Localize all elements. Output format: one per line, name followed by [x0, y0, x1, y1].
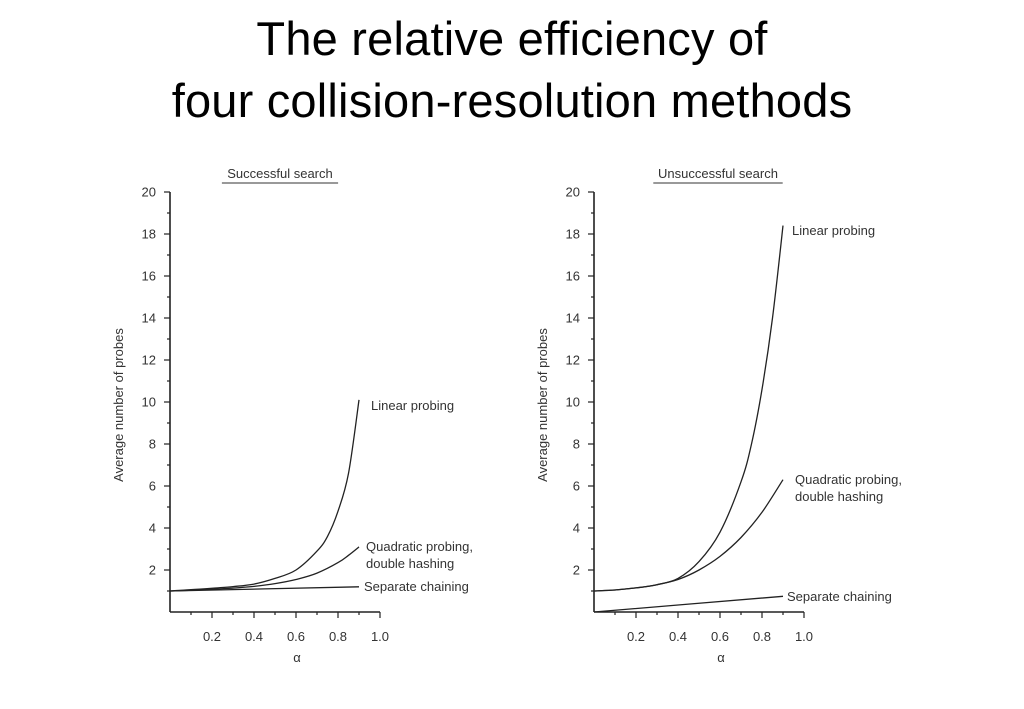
series-label-separate-chaining: Separate chaining: [364, 579, 469, 594]
series-line-quadratic-probing-double-hashing: [169, 546, 360, 592]
y-tick-label: 16: [142, 269, 156, 284]
slide-title-line-1: The relative efficiency of: [256, 12, 768, 65]
chart-successful-search: Successful search 2 4 6 8 10 12 14 16 18 20 0.2 0.4 0…: [111, 166, 473, 665]
y-tick-label: 2: [573, 563, 580, 578]
series-label-linear-probing: Linear probing: [792, 223, 875, 238]
slide-title-line-2: four collision-resolution methods: [171, 74, 853, 127]
slide-title: The relative efficiency of four collisio…: [0, 8, 1024, 132]
x-tick-label: 0.4: [245, 629, 263, 644]
y-tick-label: 14: [142, 311, 156, 326]
y-tick-label: 4: [573, 521, 580, 536]
series-label-separate-chaining: Separate chaining: [787, 589, 892, 604]
y-tick-label: 16: [566, 269, 580, 284]
series-label-line: Quadratic probing,: [366, 539, 473, 554]
y-tick-label: 20: [566, 185, 580, 200]
y-tick-label: 2: [149, 563, 156, 578]
y-tick-label: 12: [142, 353, 156, 368]
y-tick-label: 12: [566, 353, 580, 368]
x-tick-label: 0.6: [711, 629, 729, 644]
chart-unsuccessful-search: Unsuccessful search 2 4 6 8 10 12 14 16 18 20 0.2 0.…: [535, 166, 902, 665]
series-label-quadratic-probing-double-hashing: Quadratic probing, double hashing: [795, 472, 902, 504]
x-tick-label: 1.0: [371, 629, 389, 644]
x-tick-label: 0.8: [753, 629, 771, 644]
series-label-line: Separate chaining: [364, 579, 469, 594]
series-label-quadratic-probing-double-hashing: Quadratic probing, double hashing: [366, 539, 473, 571]
series-label-linear-probing: Linear probing: [371, 398, 454, 413]
series-line-separate-chaining: [169, 586, 360, 592]
series-label-line: double hashing: [795, 489, 883, 504]
y-tick-label: 20: [142, 185, 156, 200]
series-line-quadratic-probing-double-hashing: [593, 479, 784, 592]
x-axis-title: α: [717, 650, 725, 665]
y-tick-label: 6: [573, 479, 580, 494]
x-tick-label: 0.2: [627, 629, 645, 644]
y-tick-label: 14: [566, 311, 580, 326]
x-tick-label: 1.0: [795, 629, 813, 644]
series-label-line: Quadratic probing,: [795, 472, 902, 487]
series-line-linear-probing: [169, 399, 360, 592]
y-tick-label: 6: [149, 479, 156, 494]
y-tick-label: 10: [566, 395, 580, 410]
y-axis-title: Average number of probes: [111, 328, 126, 482]
series-label-line: double hashing: [366, 556, 454, 571]
x-tick-label: 0.8: [329, 629, 347, 644]
series-label-line: Separate chaining: [787, 589, 892, 604]
x-tick-label: 0.4: [669, 629, 687, 644]
panel-title: Successful search: [227, 166, 333, 181]
x-axis-title: α: [293, 650, 301, 665]
series-label-line: Linear probing: [371, 398, 454, 413]
y-tick-label: 4: [149, 521, 156, 536]
series-line-linear-probing: [593, 225, 784, 592]
series-label-line: Linear probing: [792, 223, 875, 238]
y-tick-label: 18: [566, 227, 580, 242]
x-tick-label: 0.2: [203, 629, 221, 644]
y-tick-label: 18: [142, 227, 156, 242]
y-tick-label: 8: [573, 437, 580, 452]
y-axis-title: Average number of probes: [535, 328, 550, 482]
y-tick-label: 8: [149, 437, 156, 452]
panel-title: Unsuccessful search: [658, 166, 778, 181]
y-tick-label: 10: [142, 395, 156, 410]
x-tick-label: 0.6: [287, 629, 305, 644]
series-line-separate-chaining: [593, 595, 784, 613]
